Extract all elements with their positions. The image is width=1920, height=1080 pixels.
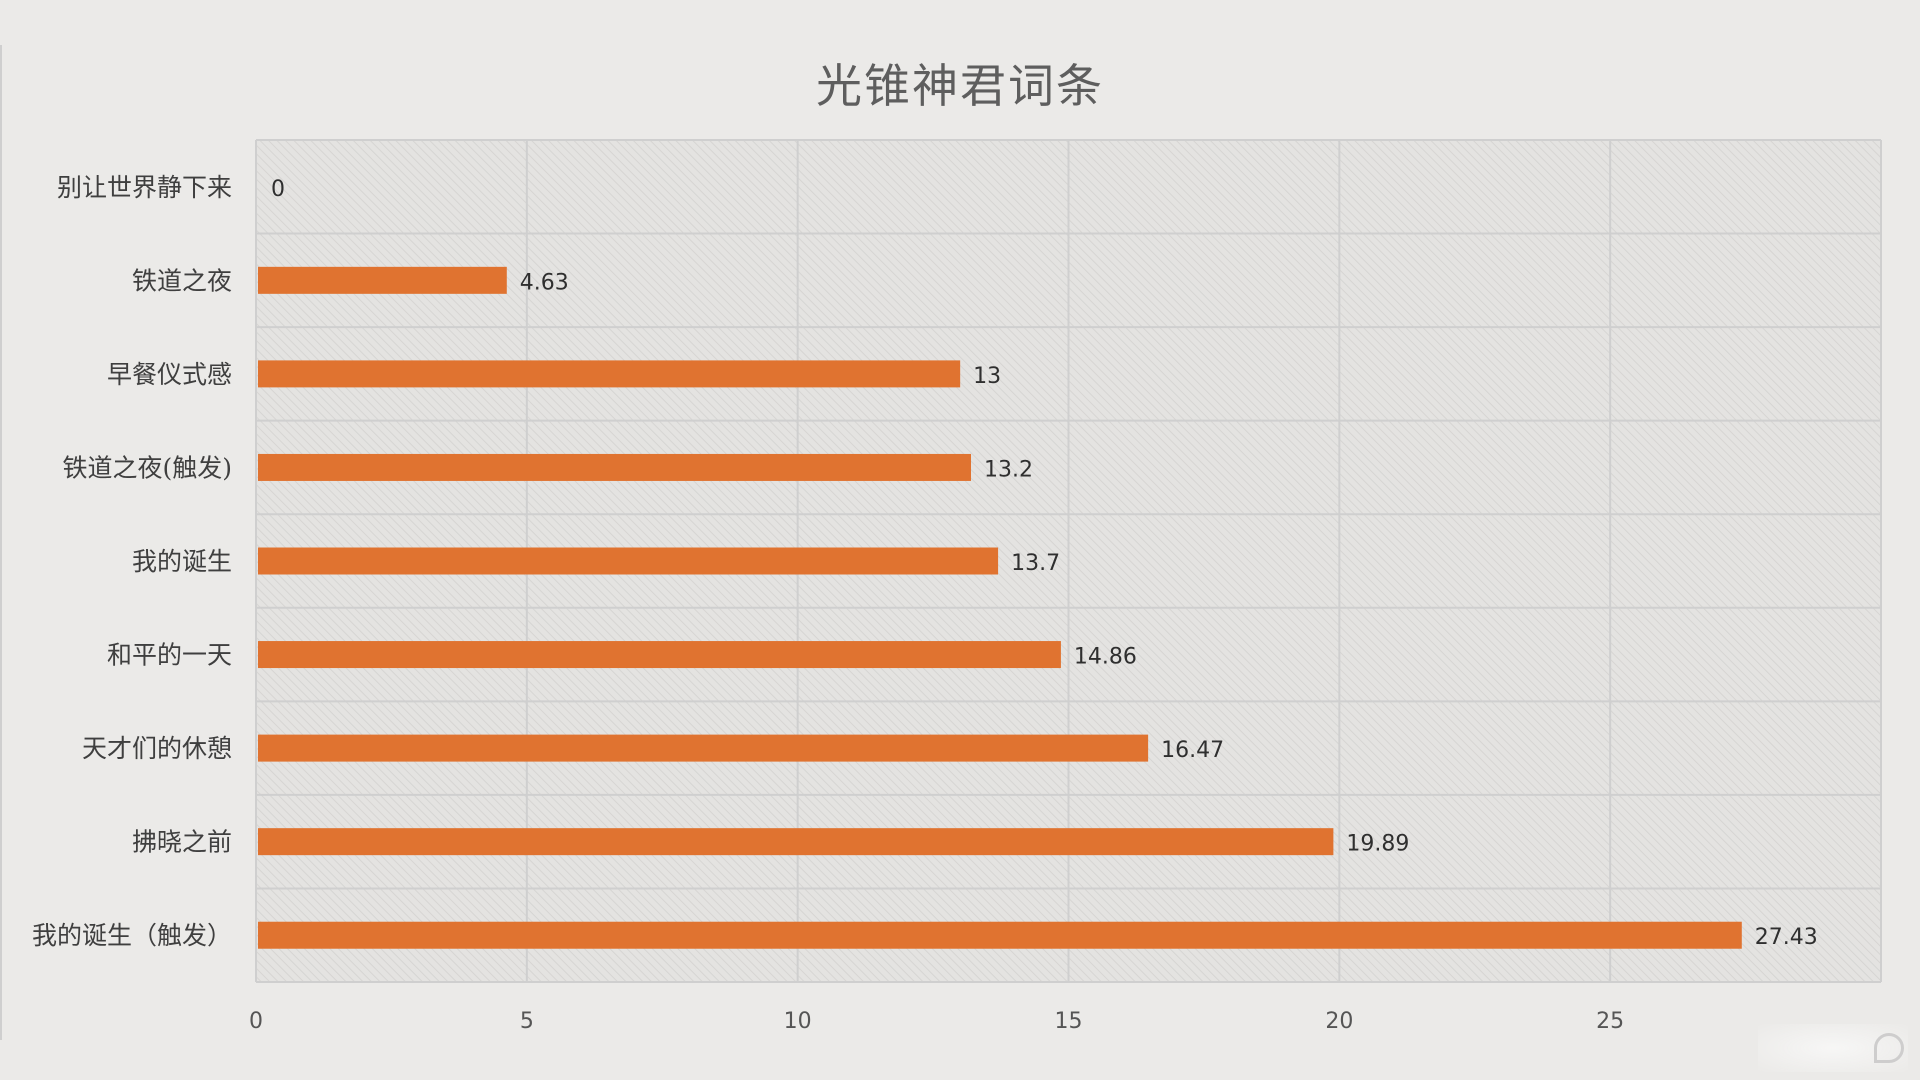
value-label: 0 <box>271 177 285 202</box>
category-label: 我的诞生 <box>132 547 232 576</box>
left-edge-line <box>0 45 2 1040</box>
value-label: 14.86 <box>1074 645 1137 670</box>
chart-title: 光锥神君词条 <box>816 59 1104 113</box>
bar <box>258 641 1061 669</box>
category-label: 天才们的休憩 <box>82 734 232 763</box>
bar <box>258 547 999 575</box>
bar <box>258 360 961 388</box>
value-label: 13.2 <box>984 457 1033 482</box>
category-label: 铁道之夜(触发) <box>62 453 232 482</box>
value-label: 13 <box>973 364 1001 389</box>
x-tick-label: 5 <box>520 1009 534 1034</box>
jiuyou-logo-icon <box>1874 1033 1904 1063</box>
value-label: 4.63 <box>520 270 569 295</box>
labels: 0 5 10 15 20 25 别让世界静下来 0 铁道之夜 4.63 早餐仪式感 13 铁道之夜(触发… <box>32 173 1818 1034</box>
watermark <box>1758 1024 1908 1072</box>
category-label: 铁道之夜 <box>132 266 232 295</box>
bar <box>258 453 971 481</box>
value-label: 27.43 <box>1755 925 1818 950</box>
value-label: 19.89 <box>1346 832 1409 857</box>
category-label: 拂晓之前 <box>132 828 232 857</box>
x-tick-label: 25 <box>1596 1009 1624 1034</box>
bar <box>258 921 1742 949</box>
x-tick-label: 10 <box>784 1009 812 1034</box>
value-label: 13.7 <box>1011 551 1060 576</box>
category-label: 我的诞生（触发） <box>32 921 232 950</box>
bar <box>258 734 1149 762</box>
x-tick-label: 15 <box>1055 1009 1083 1034</box>
x-tick-label: 20 <box>1325 1009 1353 1034</box>
category-label: 早餐仪式感 <box>107 360 232 389</box>
bar <box>258 828 1334 856</box>
x-tick-label: 0 <box>249 1009 263 1034</box>
category-label: 别让世界静下来 <box>57 173 232 202</box>
value-label: 16.47 <box>1161 738 1224 763</box>
bars <box>258 266 1742 949</box>
category-label: 和平的一天 <box>107 641 232 670</box>
bar <box>258 266 507 294</box>
